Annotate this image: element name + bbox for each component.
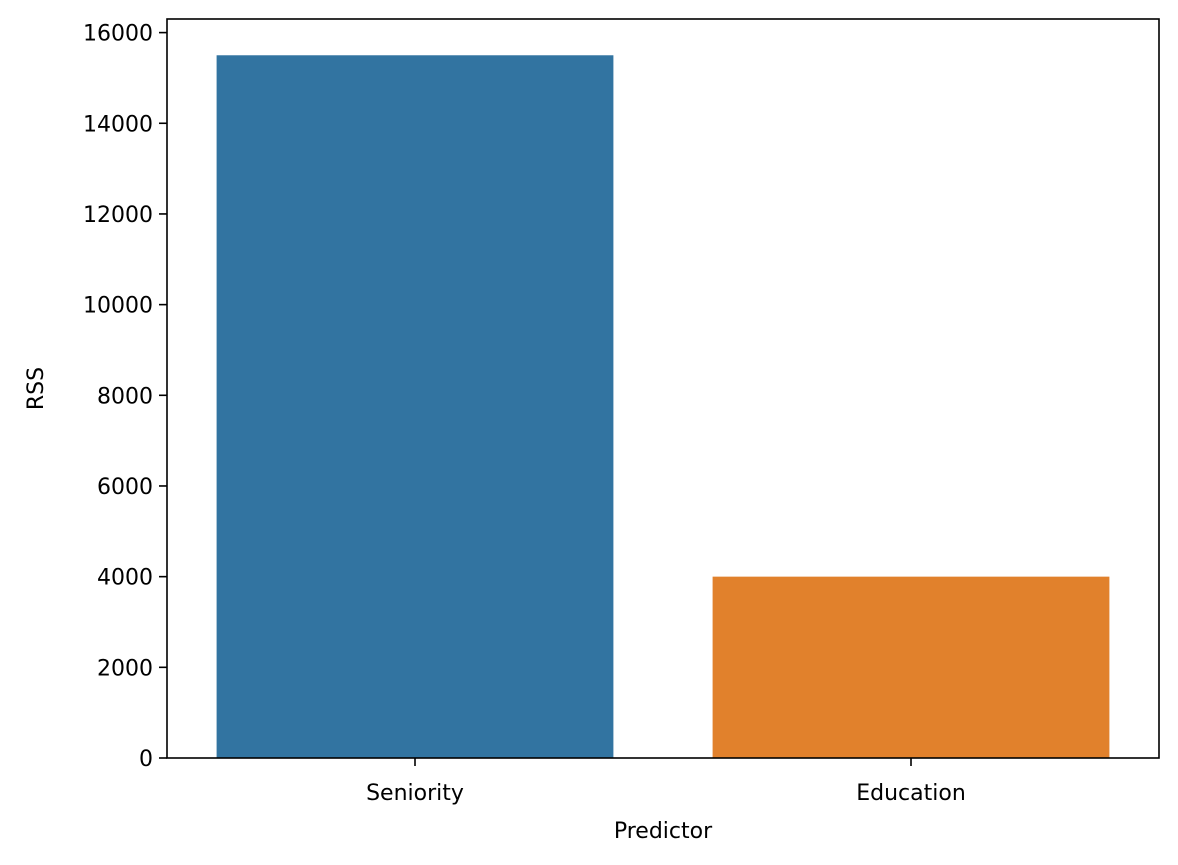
y-axis-label: RSS <box>24 367 49 410</box>
y-tick-label: 14000 <box>83 112 153 137</box>
y-tick-label: 2000 <box>97 656 153 681</box>
bar-education <box>712 576 1110 758</box>
y-tick-label: 12000 <box>83 203 153 228</box>
x-axis-ticks: Seniority Education <box>366 758 966 806</box>
y-tick-label: 6000 <box>97 475 153 500</box>
y-tick-label: 10000 <box>83 294 153 319</box>
plot-frame <box>166 18 1160 759</box>
y-tick-label: 16000 <box>83 22 153 47</box>
bar-seniority <box>216 55 614 758</box>
bars-group <box>216 55 1110 758</box>
y-tick-label: 4000 <box>97 566 153 591</box>
x-axis-label: Predictor <box>614 819 713 844</box>
y-tick-label: 0 <box>139 747 153 772</box>
y-axis-ticks: 0 2000 4000 6000 8000 10000 12000 14000 16000 <box>83 22 167 772</box>
y-tick-label: 8000 <box>97 384 153 409</box>
x-tick-label: Education <box>856 781 966 806</box>
x-tick-label: Seniority <box>366 781 464 806</box>
